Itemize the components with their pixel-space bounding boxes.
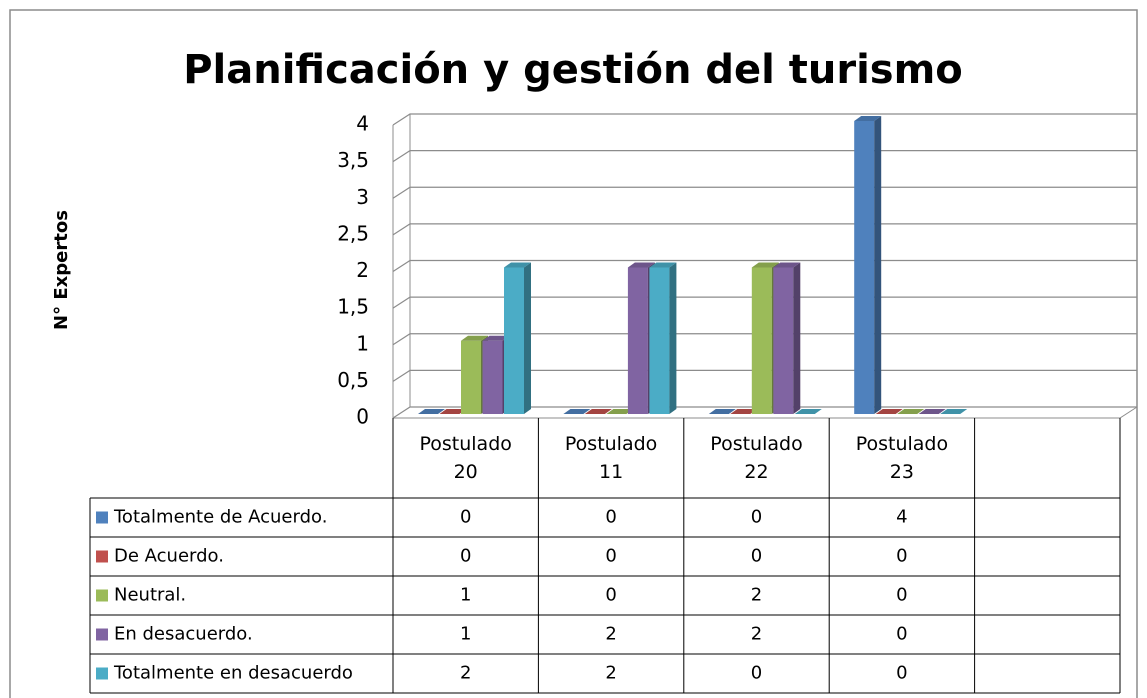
bar-top [730, 409, 758, 414]
bar-top [563, 409, 591, 414]
table-value: 1 [460, 624, 471, 645]
legend-label: De Acuerdo. [114, 546, 224, 567]
bar-top [875, 409, 903, 414]
bar-top [940, 409, 968, 414]
bar-side [874, 116, 882, 414]
table-value: 0 [605, 546, 616, 567]
table-value: 2 [751, 624, 762, 645]
bar-front [773, 267, 794, 414]
bar-top [794, 409, 822, 414]
legend-swatch [96, 550, 108, 563]
chart-frame [9, 9, 1138, 698]
y-tick-label: 1,5 [337, 295, 369, 319]
category-label: Postulado 20 [419, 433, 512, 483]
grid-line [392, 369, 1137, 382]
y-tick-label: 2,5 [337, 221, 369, 245]
y-tick-label: 0,5 [337, 368, 369, 392]
table-value: 0 [605, 507, 616, 528]
table-value: 0 [896, 663, 907, 684]
category-label: Postulado 22 [710, 433, 803, 483]
bar-front [751, 267, 772, 414]
table-value: 4 [896, 507, 907, 528]
grid-line [392, 150, 1137, 163]
table-value: 0 [896, 585, 907, 606]
category-label: Postulado 23 [855, 433, 949, 483]
legend-label: En desacuerdo. [114, 624, 253, 645]
bar-top [606, 409, 634, 414]
bar-top [482, 335, 510, 341]
bar-top [627, 262, 655, 268]
chart-title: Planificación y gestión del turismo [183, 47, 963, 93]
bar-front [482, 340, 503, 414]
grid-line [392, 186, 1137, 199]
bar-side [793, 262, 801, 414]
bar-front [649, 267, 670, 414]
bar-top [439, 409, 467, 414]
bar-top [854, 116, 882, 121]
y-tick-label: 3,5 [337, 148, 369, 172]
bar-top [418, 409, 445, 414]
grid-line [392, 113, 1137, 126]
bar-top [504, 262, 531, 268]
table-value: 2 [751, 585, 762, 606]
grid-line [392, 296, 1137, 309]
table-value: 2 [460, 663, 471, 684]
bar-side [524, 262, 531, 414]
legend-swatch [96, 667, 108, 680]
table-value: 2 [605, 663, 616, 684]
table-value: 0 [896, 624, 907, 645]
grid-line [392, 333, 1137, 346]
bar-front [504, 267, 524, 414]
table-value: 0 [460, 546, 471, 567]
table-value: 0 [605, 585, 616, 606]
y-tick-label: 4 [356, 112, 369, 136]
bar-top [897, 409, 925, 414]
bar-top [461, 335, 488, 341]
grid-line [392, 406, 1137, 419]
y-tick-label: 1 [356, 331, 369, 355]
bar-front [854, 121, 875, 414]
bar-top [649, 262, 677, 268]
grid-line [392, 259, 1137, 273]
table-value: 0 [751, 507, 762, 528]
table-value: 0 [751, 663, 762, 684]
legend-swatch [96, 628, 108, 641]
legend-label: Totalmente en desacuerdo [113, 663, 353, 684]
bar-top [584, 409, 612, 414]
bar-top [708, 409, 736, 414]
bar-top [918, 409, 946, 414]
bar-top [773, 262, 801, 268]
legend-label: Totalmente de Acuerdo. [113, 507, 327, 528]
table-value: 0 [751, 546, 762, 567]
table-value: 1 [460, 585, 471, 606]
table-value: 2 [605, 624, 616, 645]
y-axis-label: N° Expertos [51, 210, 72, 330]
table-value: 0 [460, 507, 471, 528]
y-tick-label: 2 [356, 258, 369, 282]
category-label: Postulado 11 [564, 433, 658, 483]
grid-line [392, 223, 1137, 236]
legend-swatch [96, 589, 108, 602]
bar-front [627, 267, 648, 414]
table-value: 0 [896, 546, 907, 567]
legend-label: Neutral. [114, 585, 186, 606]
bar-top [751, 262, 779, 268]
legend-swatch [96, 511, 108, 524]
bar-front [461, 340, 481, 414]
y-tick-label: 3 [356, 185, 369, 209]
y-tick-label: 0 [356, 405, 369, 429]
bar-side [669, 262, 677, 414]
